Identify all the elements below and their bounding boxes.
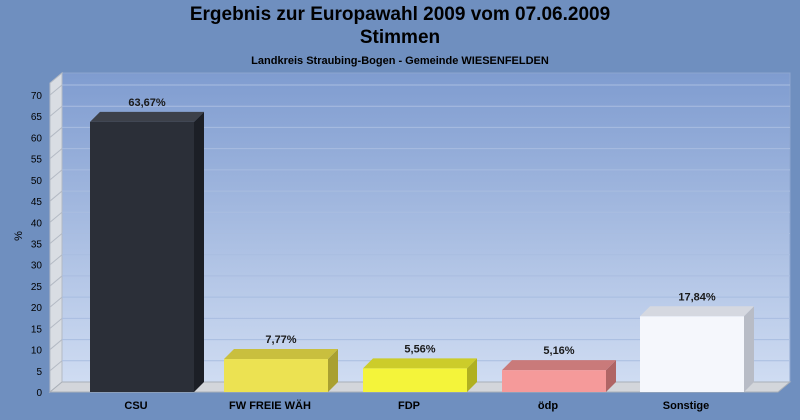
- bar-side: [744, 306, 754, 392]
- bar-front: [363, 368, 467, 392]
- grid-line-side: [49, 190, 63, 202]
- bar-front: [502, 370, 606, 392]
- grid-line-side: [49, 105, 63, 117]
- x-tick-label: FW FREIE WÄH: [229, 399, 311, 412]
- grid-line-side: [49, 84, 63, 96]
- grid-line-side: [49, 339, 63, 350]
- y-tick-label: 60: [31, 133, 43, 144]
- bar-side: [606, 360, 616, 392]
- chart-subtitle: Landkreis Straubing-Bogen - Gemeinde WIE…: [251, 55, 549, 67]
- data-label: 63,67%: [128, 97, 166, 109]
- y-tick-label: 0: [36, 388, 42, 399]
- bar-front: [640, 316, 744, 392]
- bar-side: [194, 111, 204, 392]
- y-tick-label: 50: [31, 176, 43, 187]
- chart-title: Ergebnis zur Europawahl 2009 vom 07.06.2…: [189, 4, 611, 25]
- bar-top: [224, 349, 338, 360]
- y-tick-label: 10: [31, 346, 43, 357]
- y-tick-label: 30: [31, 261, 43, 272]
- x-tick-label: Sonstige: [663, 400, 709, 412]
- bar-front: [224, 359, 328, 392]
- bar-side: [467, 358, 477, 392]
- grid-line-side: [49, 296, 63, 308]
- data-label: 5,16%: [543, 345, 574, 357]
- y-tick-label: 5: [36, 367, 42, 378]
- bar-fdp: [363, 358, 477, 392]
- grid-line-side: [49, 360, 63, 372]
- grid-line-side: [49, 169, 63, 181]
- data-label: 17,84%: [678, 291, 716, 303]
- grid-line-side: [49, 148, 63, 160]
- grid-line-side: [49, 317, 63, 329]
- bar-csu: [90, 111, 204, 392]
- y-tick-label: 70: [31, 91, 43, 102]
- y-tick-label: 40: [31, 218, 43, 229]
- y-tick-label: 65: [31, 112, 43, 123]
- bar-sonstige: [640, 306, 754, 392]
- bar-fw-freie-wäh: [224, 349, 338, 392]
- bar-top: [502, 360, 616, 371]
- bar-top: [90, 111, 204, 122]
- bar-front: [90, 121, 194, 392]
- y-axis-label: %: [13, 231, 25, 241]
- bar-ödp: [502, 360, 616, 392]
- bar-top: [640, 306, 754, 317]
- grid-line-side: [49, 211, 63, 223]
- grid-line-side: [49, 254, 63, 266]
- grid-line-side: [49, 233, 63, 244]
- x-tick-label: FDP: [398, 400, 420, 412]
- x-tick-label: CSU: [124, 400, 147, 412]
- y-tick-label: 15: [31, 324, 43, 335]
- bar-top: [363, 358, 477, 369]
- grid-line-side: [49, 275, 63, 287]
- y-axis: 0 5 10 15 20 25 30 35 40 45 50 55 60 65 70: [31, 91, 43, 399]
- bars: [90, 111, 754, 392]
- y-tick-label: 55: [31, 155, 43, 166]
- y-tick-label: 20: [31, 303, 43, 314]
- data-label: 7,77%: [265, 334, 296, 346]
- labels: 63,67% CSU 7,77% FW FREIE WÄH 5,56% FDP 5,16% ö…: [124, 97, 715, 412]
- x-tick-label: ödp: [538, 400, 558, 412]
- bar-side: [328, 349, 338, 392]
- grid-line-side: [49, 127, 63, 138]
- chart-title-line2: Stimmen: [359, 27, 441, 48]
- y-tick-label: 25: [31, 282, 43, 293]
- data-label: 5,56%: [404, 343, 435, 355]
- y-tick-label: 35: [31, 240, 43, 251]
- y-tick-label: 45: [31, 197, 43, 208]
